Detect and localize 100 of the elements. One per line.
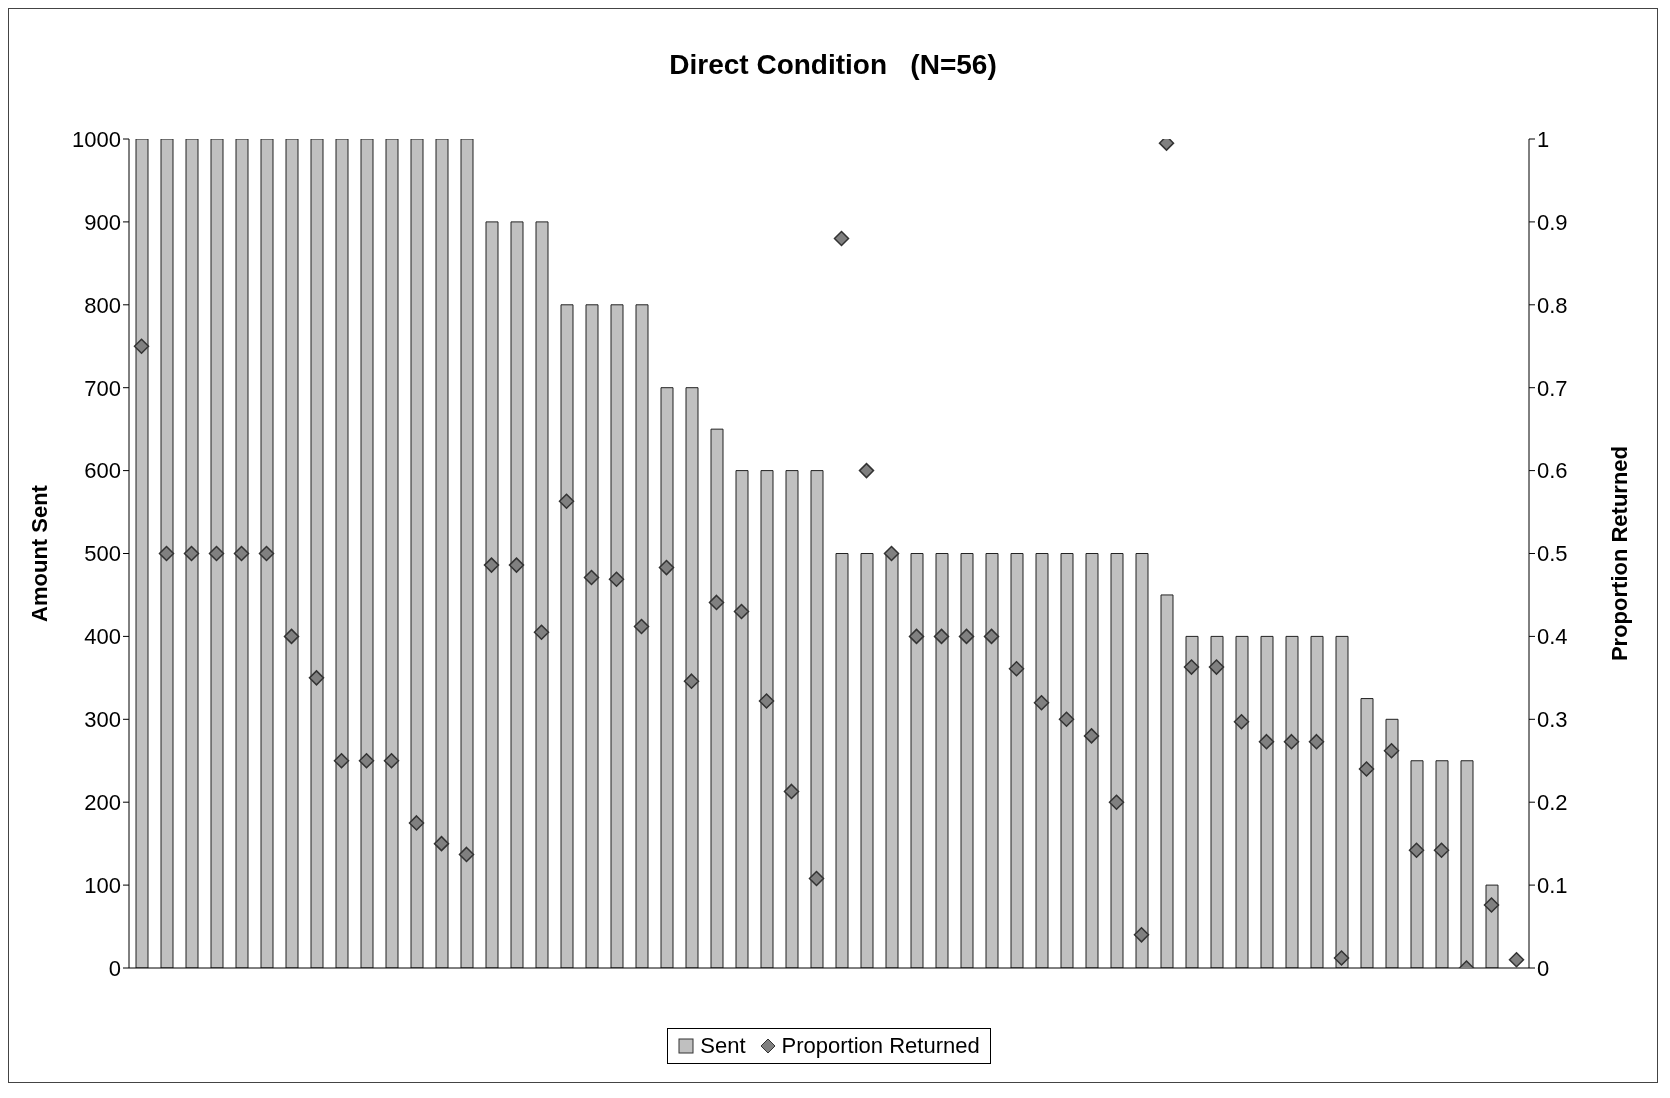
- y2-tick-label: 0.2: [1537, 790, 1568, 816]
- y-tick-label: 400: [84, 624, 121, 650]
- bar: [885, 553, 899, 968]
- point: [1483, 897, 1500, 913]
- bar: [660, 387, 674, 968]
- point: [508, 557, 525, 573]
- point: [583, 569, 600, 586]
- bar: [1185, 635, 1199, 968]
- point: [1508, 951, 1525, 968]
- bar: [185, 139, 199, 968]
- bar: [310, 139, 324, 968]
- legend-label: Sent: [699, 1033, 746, 1059]
- y-tick-label: 900: [84, 209, 121, 235]
- point: [1408, 842, 1425, 859]
- bar: [1210, 635, 1224, 968]
- bar: [1360, 698, 1374, 968]
- bar: [985, 553, 999, 968]
- bar: [1460, 760, 1474, 968]
- y2-tick-label: 0.3: [1537, 707, 1568, 733]
- point: [1358, 761, 1375, 777]
- y2-axis-title: Proportion Returned: [1606, 445, 1632, 662]
- point: [158, 545, 175, 562]
- bar: [935, 553, 949, 968]
- y2-tick-label: 0.6: [1537, 458, 1568, 484]
- bar: [710, 428, 724, 968]
- bar: [360, 139, 374, 968]
- chart-title: Direct Condition (N=56): [668, 48, 998, 82]
- bar: [1335, 635, 1349, 968]
- point: [808, 870, 825, 887]
- point: [958, 628, 975, 645]
- point: [658, 559, 675, 576]
- bar: [1310, 635, 1324, 968]
- bar: [285, 139, 299, 968]
- point: [1158, 139, 1175, 151]
- bar: [610, 304, 624, 968]
- bar: [560, 304, 574, 968]
- point: [1308, 733, 1325, 750]
- point: [333, 753, 350, 769]
- bar: [335, 139, 349, 968]
- point: [883, 545, 900, 562]
- point: [1258, 733, 1275, 750]
- y-tick-label: 200: [84, 790, 121, 816]
- bar: [685, 387, 699, 968]
- y2-tick-label: 0.5: [1537, 541, 1568, 567]
- bar: [1285, 635, 1299, 968]
- point: [283, 628, 300, 645]
- point: [683, 673, 700, 689]
- point: [558, 493, 575, 510]
- point: [758, 693, 775, 709]
- point: [458, 846, 475, 863]
- bar: [960, 553, 974, 968]
- y-tick-label: 700: [84, 375, 121, 401]
- point: [208, 545, 225, 562]
- point: [483, 557, 500, 573]
- point: [833, 230, 850, 247]
- point: [1108, 794, 1125, 810]
- point: [783, 783, 800, 800]
- point: [1033, 694, 1050, 711]
- point: [1008, 660, 1025, 677]
- bar: [1235, 635, 1249, 968]
- y-tick-label: 500: [84, 541, 121, 567]
- bar: [635, 304, 649, 968]
- bar: [760, 470, 774, 968]
- point: [1433, 842, 1450, 859]
- bar: [1010, 553, 1024, 968]
- y-tick-label: 600: [84, 458, 121, 484]
- point: [908, 628, 925, 645]
- y-tick-label: 100: [84, 872, 121, 898]
- point: [533, 624, 550, 641]
- bar: [1160, 594, 1174, 968]
- bar: [160, 139, 174, 968]
- point: [308, 670, 325, 686]
- point: [133, 338, 150, 354]
- point: [1283, 733, 1300, 750]
- y2-tick-label: 0.9: [1537, 209, 1568, 235]
- bar: [1435, 760, 1449, 968]
- y-axis-title: Amount Sent: [26, 484, 52, 622]
- bar: [460, 139, 474, 968]
- bar: [1060, 553, 1074, 968]
- point: [933, 628, 950, 645]
- bar: [435, 139, 449, 968]
- bar: [510, 221, 524, 968]
- point: [633, 618, 650, 635]
- y-tick-label: 800: [84, 292, 121, 318]
- point: [183, 545, 200, 562]
- bar: [810, 470, 824, 968]
- y2-tick-label: 0.1: [1537, 872, 1568, 898]
- bar: [485, 221, 499, 968]
- point: [1183, 659, 1200, 675]
- bar: [1385, 718, 1399, 968]
- point: [408, 815, 425, 831]
- point: [1058, 711, 1075, 728]
- point: [983, 628, 1000, 645]
- bar: [910, 553, 924, 968]
- bar: [1410, 760, 1424, 968]
- point: [1208, 659, 1225, 675]
- bar: [585, 304, 599, 968]
- y-tick-label: 1000: [72, 126, 121, 152]
- point: [1333, 950, 1350, 966]
- bar: [135, 139, 149, 968]
